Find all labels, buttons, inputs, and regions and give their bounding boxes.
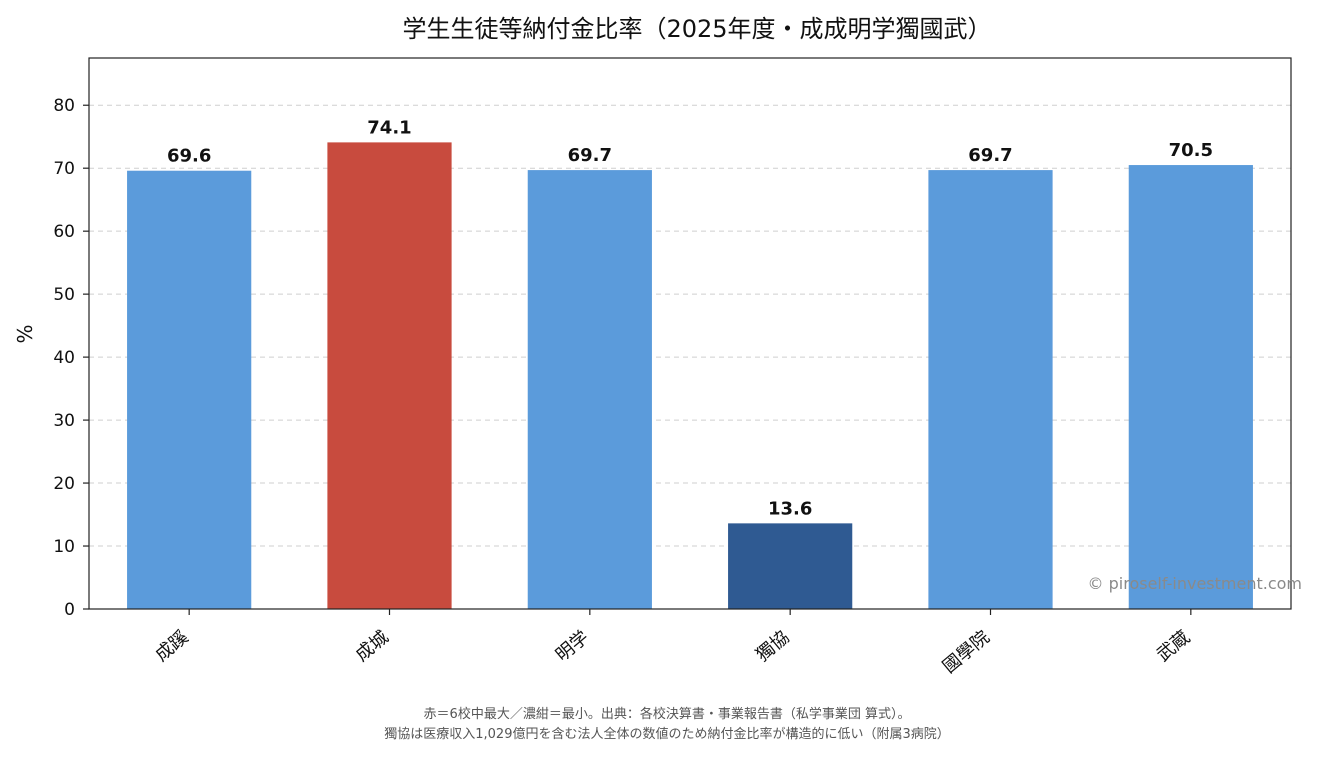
- x-tick-label: 成城: [352, 627, 393, 666]
- watermark: © piroself-investment.com: [1088, 574, 1302, 593]
- value-labels: 69.6 74.1 69.7 13.6 69.7 70.5: [167, 117, 1213, 519]
- bar-4: [728, 523, 853, 609]
- x-tick-label: 成蹊: [151, 627, 192, 666]
- value-label: 13.6: [768, 498, 812, 519]
- bar-5: [928, 170, 1053, 609]
- chart-title: 学生生徒等納付金比率（2025年度・成成明学獨國武）: [402, 15, 991, 43]
- y-tick-label: 0: [64, 600, 75, 620]
- x-tick-label: 武蔵: [1153, 627, 1194, 666]
- value-label: 69.7: [568, 145, 612, 166]
- plot-frame: [88, 57, 1292, 610]
- footnote-line-2: 獨協は医療収入1,029億円を含む法人全体の数値のため納付金比率が構造的に低い（…: [384, 726, 950, 742]
- bars: [127, 142, 1253, 609]
- y-tick-label: 10: [53, 537, 75, 557]
- x-tick-label: 獨協: [752, 627, 793, 666]
- y-tick-label: 60: [53, 222, 75, 242]
- bar-1: [127, 170, 252, 609]
- x-axis-ticks: 成蹊 成城 明学 獨協 國學院 武蔵: [151, 609, 1194, 678]
- value-label: 69.7: [968, 145, 1012, 166]
- x-tick-label: 明学: [552, 627, 593, 666]
- bar-6: [1128, 165, 1253, 609]
- y-tick-label: 30: [53, 411, 75, 431]
- y-axis-label: %: [13, 324, 37, 343]
- y-tick-label: 70: [53, 159, 75, 179]
- x-tick-label: 國學院: [939, 627, 994, 678]
- gridlines: [89, 104, 1291, 547]
- y-tick-label: 80: [53, 96, 75, 116]
- bar-2: [327, 142, 452, 609]
- value-label: 70.5: [1169, 140, 1213, 161]
- y-tick-label: 50: [53, 285, 75, 305]
- y-tick-label: 40: [53, 348, 75, 368]
- y-axis-ticks: 0 10 20 30 40 50 60 70 80: [53, 96, 89, 620]
- value-label: 74.1: [367, 117, 411, 138]
- footnote-line-1: 赤＝6校中最大／濃紺＝最小。出典：各校決算書・事業報告書（私学事業団 算式）。: [424, 706, 911, 722]
- bar-3: [527, 170, 652, 609]
- value-label: 69.6: [167, 146, 211, 167]
- y-tick-label: 20: [53, 474, 75, 494]
